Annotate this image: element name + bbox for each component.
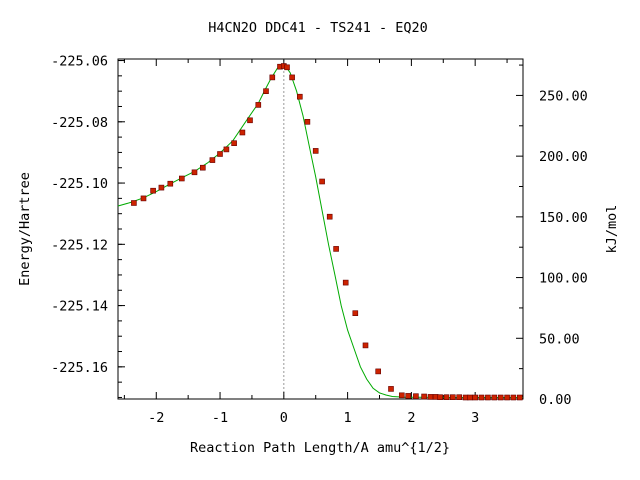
- data-point: [504, 394, 510, 401]
- data-point: [247, 117, 253, 124]
- data-point: [352, 310, 359, 317]
- data-point: [312, 148, 319, 154]
- x-axis-label: Reaction Path Length/A amu^{1/2}: [190, 440, 450, 456]
- y2-axis-label: kJ/mol: [604, 205, 620, 254]
- y2-tick-label: 200.00: [539, 149, 588, 165]
- data-point: [158, 184, 165, 191]
- data-point: [304, 119, 311, 125]
- data-point: [319, 178, 325, 185]
- data-point: [289, 74, 295, 81]
- data-point: [223, 146, 230, 153]
- y-tick-label: -225.14: [51, 299, 108, 315]
- data-point: [449, 394, 456, 401]
- data-point: [255, 102, 262, 108]
- data-point: [472, 394, 479, 401]
- data-point: [333, 246, 339, 252]
- data-point: [191, 169, 198, 176]
- data-point: [413, 393, 419, 400]
- data-point: [497, 394, 504, 401]
- data-point: [510, 394, 517, 401]
- axis-tick-labels: -2 -1 0 1 2 3 -225.06 -225.08 -225.10 -225.12 -225…: [51, 54, 588, 426]
- data-point: [467, 394, 473, 401]
- x-tick-label: -1: [212, 410, 228, 426]
- data-point: [179, 175, 185, 182]
- y-tick-label: -225.06: [51, 54, 108, 70]
- data-point: [516, 394, 523, 401]
- y2-tick-label: 50.00: [539, 331, 580, 347]
- data-point: [437, 394, 443, 401]
- data-point: [478, 394, 485, 401]
- data-point: [269, 74, 276, 81]
- data-point: [342, 279, 349, 286]
- x-tick-label: 1: [344, 410, 352, 426]
- data-point: [200, 164, 206, 171]
- y2-tick-label: 250.00: [539, 88, 588, 104]
- plot-frame: [117, 58, 524, 400]
- y-tick-label: -225.16: [51, 360, 108, 376]
- data-point: [284, 64, 290, 71]
- y2-tick-label: 0.00: [539, 392, 572, 408]
- y2-tick-label: 150.00: [539, 210, 588, 226]
- data-points: [131, 63, 523, 401]
- data-point: [421, 393, 427, 400]
- data-point: [326, 213, 333, 220]
- data-point: [443, 394, 450, 401]
- data-point: [167, 180, 174, 187]
- data-point: [131, 200, 137, 206]
- data-point: [388, 386, 394, 392]
- energy-curve: [117, 66, 523, 398]
- data-point: [398, 392, 405, 399]
- x-tick-label: -2: [148, 410, 164, 426]
- y-tick-label: -225.08: [51, 115, 108, 131]
- data-point: [456, 394, 463, 401]
- y-tick-label: -225.12: [51, 237, 108, 253]
- data-point: [217, 151, 223, 157]
- y-tick-label: -225.10: [51, 176, 108, 192]
- data-point: [231, 140, 237, 146]
- chart-title: H4CN2O DDC41 - TS241 - EQ20: [208, 20, 427, 36]
- data-point: [491, 394, 498, 401]
- data-point: [405, 393, 412, 399]
- data-point: [263, 88, 269, 94]
- data-point: [362, 342, 369, 349]
- y-axis-label: Energy/Hartree: [17, 172, 33, 286]
- data-point: [296, 93, 303, 100]
- x-tick-label: 0: [280, 410, 288, 426]
- data-point: [375, 368, 382, 375]
- axis-ticks: [118, 59, 523, 400]
- data-point: [140, 195, 147, 202]
- data-point: [209, 157, 216, 163]
- data-point: [150, 187, 156, 194]
- x-tick-label: 3: [471, 410, 479, 426]
- data-point: [239, 129, 246, 136]
- y2-tick-label: 100.00: [539, 271, 588, 287]
- data-point: [485, 394, 491, 401]
- data-point: [427, 394, 434, 400]
- x-tick-label: 2: [407, 410, 415, 426]
